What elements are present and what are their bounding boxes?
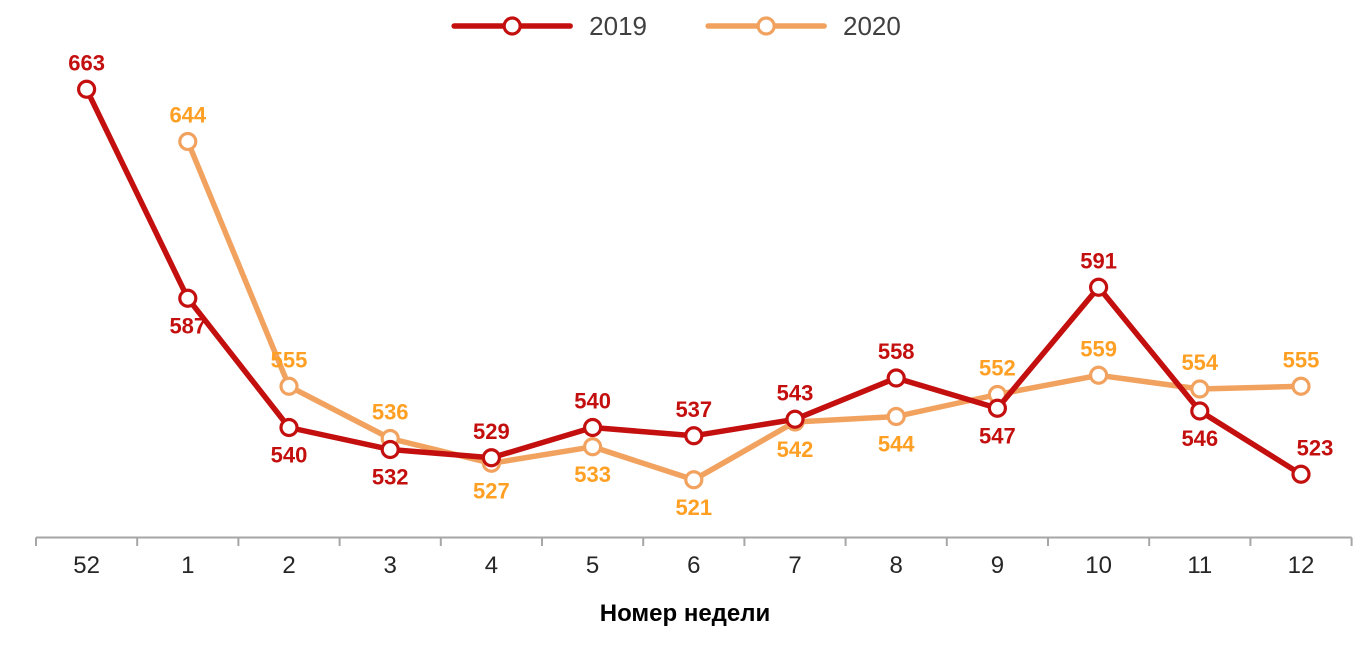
data-point-marker-2020	[178, 131, 198, 152]
data-label-2020: 554	[1181, 350, 1218, 375]
x-tick-label: 11	[1187, 552, 1212, 579]
legend-label-2019: 2019	[589, 11, 648, 41]
data-label-2019: 537	[675, 397, 712, 422]
data-label-2019: 540	[574, 389, 611, 414]
x-tick-label: 4	[485, 552, 498, 579]
legend-label-2020: 2020	[843, 11, 901, 41]
x-tick-label: 9	[991, 552, 1004, 579]
data-point-marker-2019	[1088, 277, 1109, 297]
data-label-2019: 529	[473, 419, 510, 444]
data-label-2020: 533	[574, 462, 611, 487]
data-label-2020: 555	[271, 347, 308, 372]
x-tick-label: 52	[73, 552, 100, 579]
data-label-2019: 663	[68, 50, 105, 75]
data-point-marker-2019	[684, 426, 704, 446]
data-label-2020: 559	[1080, 336, 1117, 361]
data-point-marker-2020	[1291, 376, 1311, 396]
x-axis-title: Номер недели	[599, 600, 771, 627]
data-point-marker-2019	[1291, 464, 1311, 484]
data-point-marker-2020	[582, 437, 603, 457]
data-label-2019: 591	[1080, 248, 1117, 273]
legend-marker-2020	[705, 16, 827, 36]
data-point-marker-2019	[76, 79, 97, 99]
data-label-2019: 558	[878, 339, 915, 364]
data-label-2019: 532	[372, 465, 409, 490]
data-label-2019: 546	[1181, 426, 1218, 451]
data-point-marker-2019	[886, 368, 906, 388]
data-label-2019: 547	[979, 423, 1016, 448]
data-label-2019: 540	[271, 443, 308, 468]
data-label-2019: 523	[1297, 435, 1334, 460]
x-tick-label: 5	[586, 552, 599, 579]
data-point-marker-2019	[481, 448, 501, 468]
data-label-2019: 587	[169, 313, 206, 338]
x-tick-label: 2	[282, 552, 295, 579]
legend-item-2019: 2019	[451, 13, 647, 39]
data-label-2020: 527	[473, 478, 510, 503]
data-point-marker-2019	[380, 439, 400, 460]
data-label-2020: 555	[1283, 347, 1320, 372]
data-point-marker-2020	[279, 376, 299, 396]
x-tick-label: 3	[384, 552, 397, 579]
data-point-marker-2020	[1088, 365, 1109, 385]
data-point-marker-2019	[1190, 401, 1210, 421]
x-tick-label: 8	[890, 552, 903, 579]
legend-item-2020: 2020	[705, 13, 901, 39]
data-label-2020: 542	[777, 437, 814, 462]
data-label-2020: 536	[372, 400, 409, 425]
data-label-2020: 521	[675, 495, 712, 520]
data-point-marker-2020	[684, 470, 704, 490]
chart-legend: 2019 2020	[451, 13, 901, 39]
x-tick-label: 12	[1288, 552, 1315, 579]
x-tick-label: 10	[1085, 552, 1112, 579]
data-label-2020: 552	[979, 356, 1016, 381]
data-point-marker-2019	[279, 417, 299, 438]
data-point-marker-2019	[785, 409, 805, 429]
x-tick-label: 6	[687, 552, 700, 579]
x-tick-label: 7	[788, 552, 801, 579]
data-point-marker-2020	[1190, 379, 1210, 399]
legend-marker-2019	[451, 16, 573, 36]
data-label-2020: 644	[169, 103, 206, 128]
series-line-2020	[185, 138, 1304, 483]
data-label-2020: 544	[878, 432, 915, 457]
data-point-marker-2019	[582, 417, 603, 438]
data-label-2019: 543	[777, 380, 814, 405]
data-point-marker-2019	[987, 398, 1008, 418]
x-tick-label: 1	[181, 552, 194, 579]
data-point-marker-2019	[178, 288, 198, 308]
data-point-marker-2020	[886, 406, 906, 427]
